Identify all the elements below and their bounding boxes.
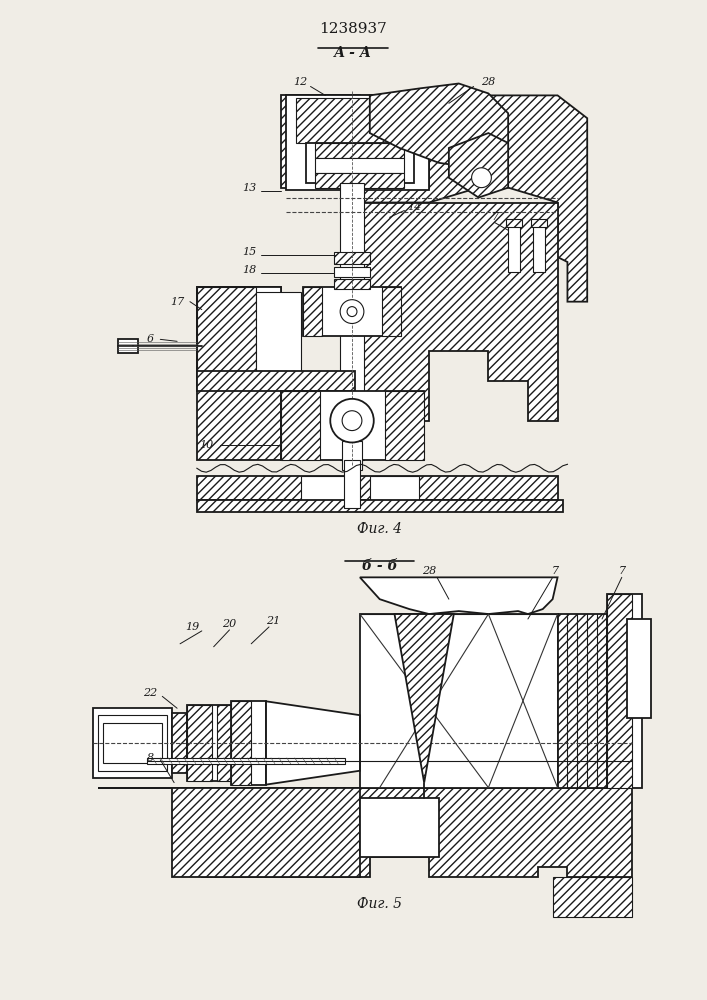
Bar xyxy=(360,798,439,857)
Polygon shape xyxy=(350,95,588,302)
Bar xyxy=(305,143,414,183)
Polygon shape xyxy=(370,84,508,168)
Bar xyxy=(508,222,520,272)
Bar xyxy=(197,371,355,391)
Text: 7: 7 xyxy=(552,566,559,576)
Bar xyxy=(231,701,266,785)
Text: Фиг. 4: Фиг. 4 xyxy=(357,522,402,536)
Polygon shape xyxy=(231,701,251,785)
Text: 17: 17 xyxy=(170,297,185,307)
Text: 14: 14 xyxy=(407,202,421,212)
Bar xyxy=(506,219,522,227)
Bar xyxy=(98,715,168,771)
Polygon shape xyxy=(558,614,607,788)
Polygon shape xyxy=(449,133,508,198)
Bar xyxy=(93,708,173,778)
Text: А - А: А - А xyxy=(334,46,372,60)
Bar xyxy=(334,252,370,264)
Text: 21: 21 xyxy=(266,616,280,626)
Bar xyxy=(370,476,419,500)
Bar xyxy=(342,440,362,470)
Text: 6: 6 xyxy=(147,334,154,344)
Text: 7: 7 xyxy=(618,566,626,576)
Text: 8: 8 xyxy=(147,753,154,763)
Polygon shape xyxy=(173,788,360,877)
Bar xyxy=(315,143,404,158)
Bar xyxy=(281,391,424,460)
Bar xyxy=(303,287,402,336)
Polygon shape xyxy=(607,594,631,788)
Text: Фиг. 5: Фиг. 5 xyxy=(357,897,402,911)
Circle shape xyxy=(330,399,374,442)
Circle shape xyxy=(347,307,357,317)
Bar xyxy=(286,95,429,190)
Bar xyxy=(197,500,563,512)
Polygon shape xyxy=(360,614,558,788)
Text: 15: 15 xyxy=(242,247,257,257)
Text: 13: 13 xyxy=(242,183,257,193)
Bar xyxy=(103,723,163,763)
Polygon shape xyxy=(303,287,322,336)
Polygon shape xyxy=(266,701,360,785)
Circle shape xyxy=(472,168,491,188)
Bar xyxy=(334,267,370,277)
Text: б - б: б - б xyxy=(362,560,397,574)
Bar xyxy=(531,219,547,227)
Polygon shape xyxy=(197,287,256,376)
Circle shape xyxy=(342,411,362,431)
Text: 28: 28 xyxy=(481,77,496,87)
Bar xyxy=(315,173,404,188)
Text: 22: 22 xyxy=(144,688,158,698)
Bar xyxy=(148,758,345,764)
Text: 18: 18 xyxy=(242,265,257,275)
Polygon shape xyxy=(382,287,402,336)
Bar xyxy=(315,158,404,173)
Bar xyxy=(344,460,360,508)
Bar xyxy=(118,339,138,353)
Polygon shape xyxy=(216,705,231,781)
Polygon shape xyxy=(296,98,424,143)
Polygon shape xyxy=(281,391,320,460)
Bar xyxy=(340,183,364,460)
Text: 28: 28 xyxy=(422,566,436,576)
Bar xyxy=(626,619,651,718)
Bar xyxy=(533,222,544,272)
Polygon shape xyxy=(553,877,631,917)
Polygon shape xyxy=(197,287,281,460)
Polygon shape xyxy=(187,705,211,781)
Bar xyxy=(173,713,187,773)
Text: 19: 19 xyxy=(185,622,199,632)
Bar xyxy=(300,476,350,500)
Bar xyxy=(256,292,300,371)
Polygon shape xyxy=(360,118,429,188)
Polygon shape xyxy=(98,788,631,877)
Polygon shape xyxy=(395,614,454,783)
Bar xyxy=(334,279,370,289)
Polygon shape xyxy=(281,95,360,188)
Polygon shape xyxy=(385,391,424,460)
Bar xyxy=(187,705,231,781)
Bar xyxy=(197,287,281,376)
Text: 10: 10 xyxy=(199,440,214,450)
Text: 12: 12 xyxy=(293,77,308,87)
Bar xyxy=(607,594,641,788)
Polygon shape xyxy=(350,202,558,421)
Polygon shape xyxy=(360,577,558,614)
Polygon shape xyxy=(197,476,558,500)
Text: 1238937: 1238937 xyxy=(319,22,387,36)
Text: 20: 20 xyxy=(223,619,237,629)
Text: 7: 7 xyxy=(492,212,499,222)
Circle shape xyxy=(340,300,364,323)
